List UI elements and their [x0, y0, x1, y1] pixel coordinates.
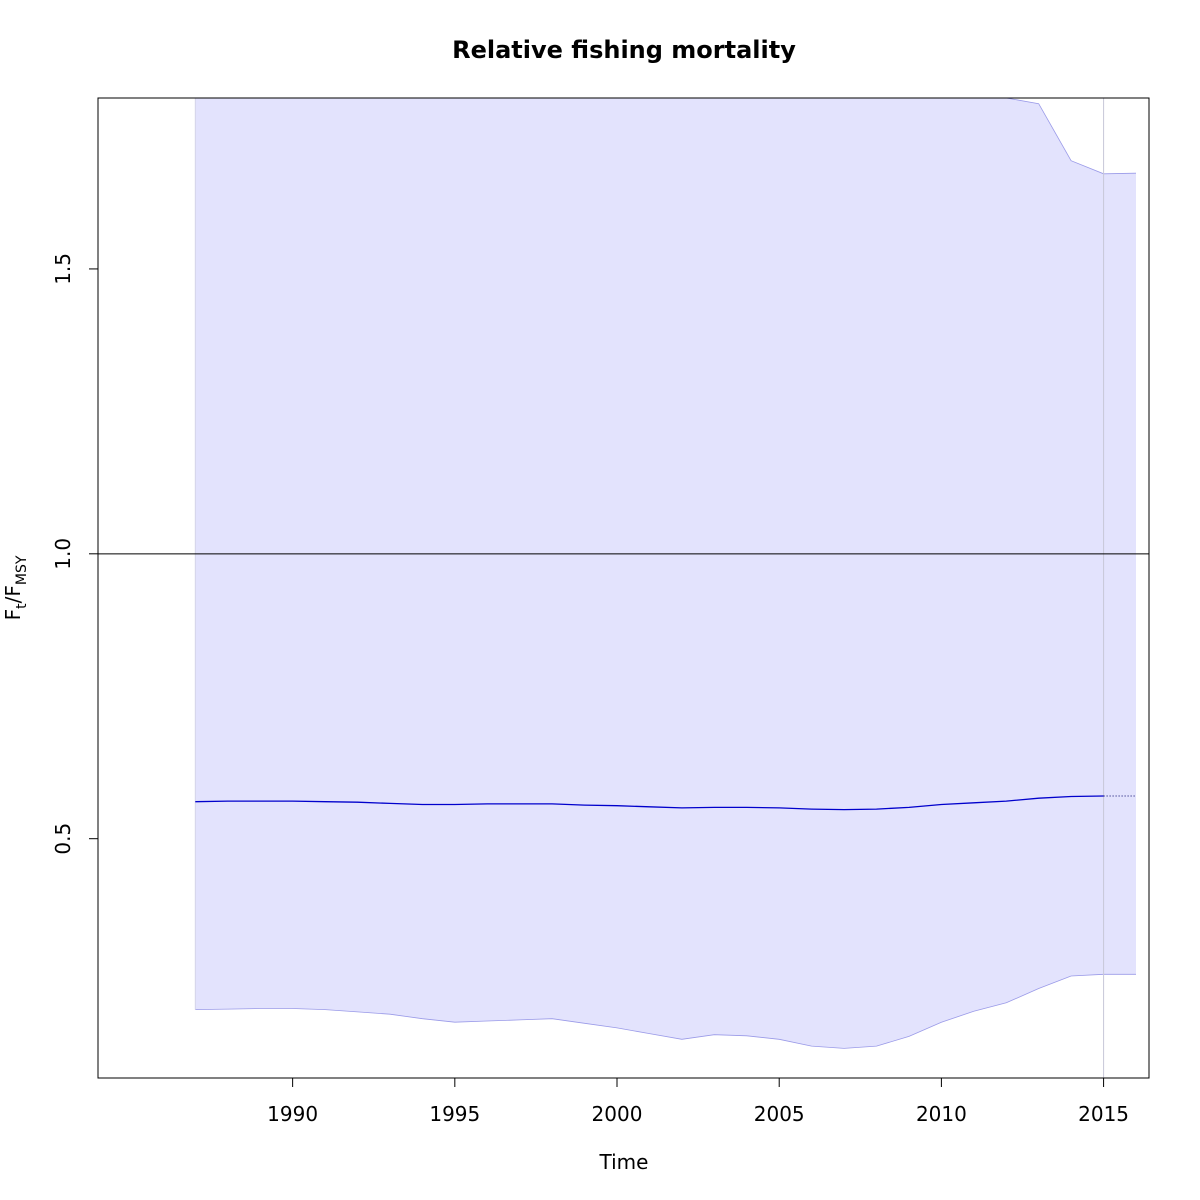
- chart-title: Relative fishing mortality: [452, 36, 796, 64]
- confidence-band: [195, 98, 1137, 1049]
- x-axis-label: Time: [599, 1150, 649, 1174]
- y-tick-label: 0.5: [51, 823, 75, 855]
- y-label-f: F: [1, 609, 25, 621]
- y-label-slash-f: /F: [1, 585, 25, 603]
- y-axis: 0.5 1.0 1.5: [51, 253, 98, 855]
- y-label-sub-t: t: [14, 603, 30, 609]
- x-tick-label: 1995: [429, 1102, 480, 1126]
- plot-area: [98, 97, 1149, 1078]
- y-axis-label: Ft/FMSY: [1, 555, 30, 620]
- y-tick-label: 1.5: [51, 253, 75, 285]
- band-upper-edge: [1006, 97, 1137, 175]
- y-tick-label: 1.0: [51, 538, 75, 570]
- x-tick-label: 2000: [592, 1102, 643, 1126]
- x-tick-label: 1990: [267, 1102, 318, 1126]
- series-line: [195, 795, 1104, 811]
- band-lower-edge: [195, 973, 1136, 1049]
- x-tick-label: 2015: [1078, 1102, 1129, 1126]
- plot-frame: [97, 97, 1150, 1079]
- x-tick-label: 2005: [754, 1102, 805, 1126]
- x-axis: 1990 1995 2000 2005 2010 2015: [267, 1078, 1129, 1126]
- y-label-sub-msy: MSY: [14, 555, 30, 585]
- x-tick-label: 2010: [916, 1102, 967, 1126]
